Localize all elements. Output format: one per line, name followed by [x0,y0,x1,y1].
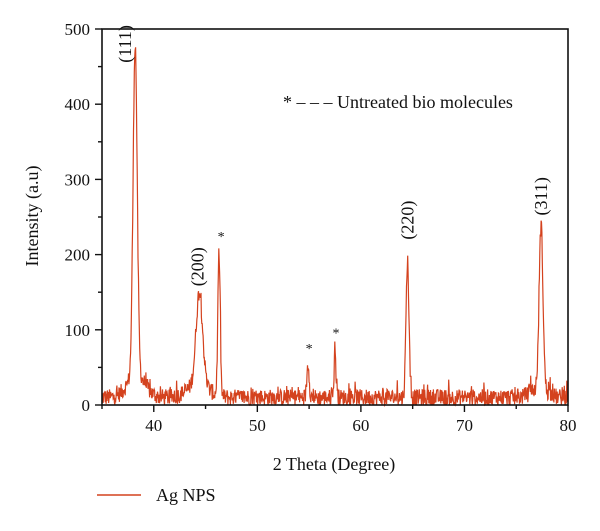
x-tick-label: 40 [145,416,162,435]
legend: Ag NPS [97,485,216,505]
peak-label: (111) [115,25,136,63]
plot-area: (111) (200) (220) (311) * * * [101,25,569,408]
series-line-ag-nps [101,47,569,408]
y-tick-label: 400 [65,95,91,114]
peak-label: (220) [398,201,419,240]
y-tick-label: 200 [65,246,91,265]
y-tick-label: 300 [65,170,91,189]
annotation-note: * – – – Untreated bio molecules [283,92,513,112]
x-tick-label: 50 [249,416,266,435]
x-tick-label: 60 [352,416,369,435]
y-tick-label: 500 [65,20,91,39]
axes: 40 50 60 70 80 0 100 200 300 400 500 [65,20,577,435]
x-tick-label: 80 [560,416,577,435]
y-tick-label: 100 [65,321,91,340]
star-marker: * [333,326,340,341]
star-marker: * [306,342,313,357]
star-marker: * [218,230,225,245]
x-axis-title: 2 Theta (Degree) [273,454,396,475]
legend-label: Ag NPS [156,485,216,505]
y-axis-title: Intensity (a.u) [22,166,43,267]
x-tick-label: 70 [456,416,473,435]
peak-label: (311) [531,177,552,215]
peak-label: (200) [187,247,208,286]
y-tick-label: 0 [82,396,91,415]
